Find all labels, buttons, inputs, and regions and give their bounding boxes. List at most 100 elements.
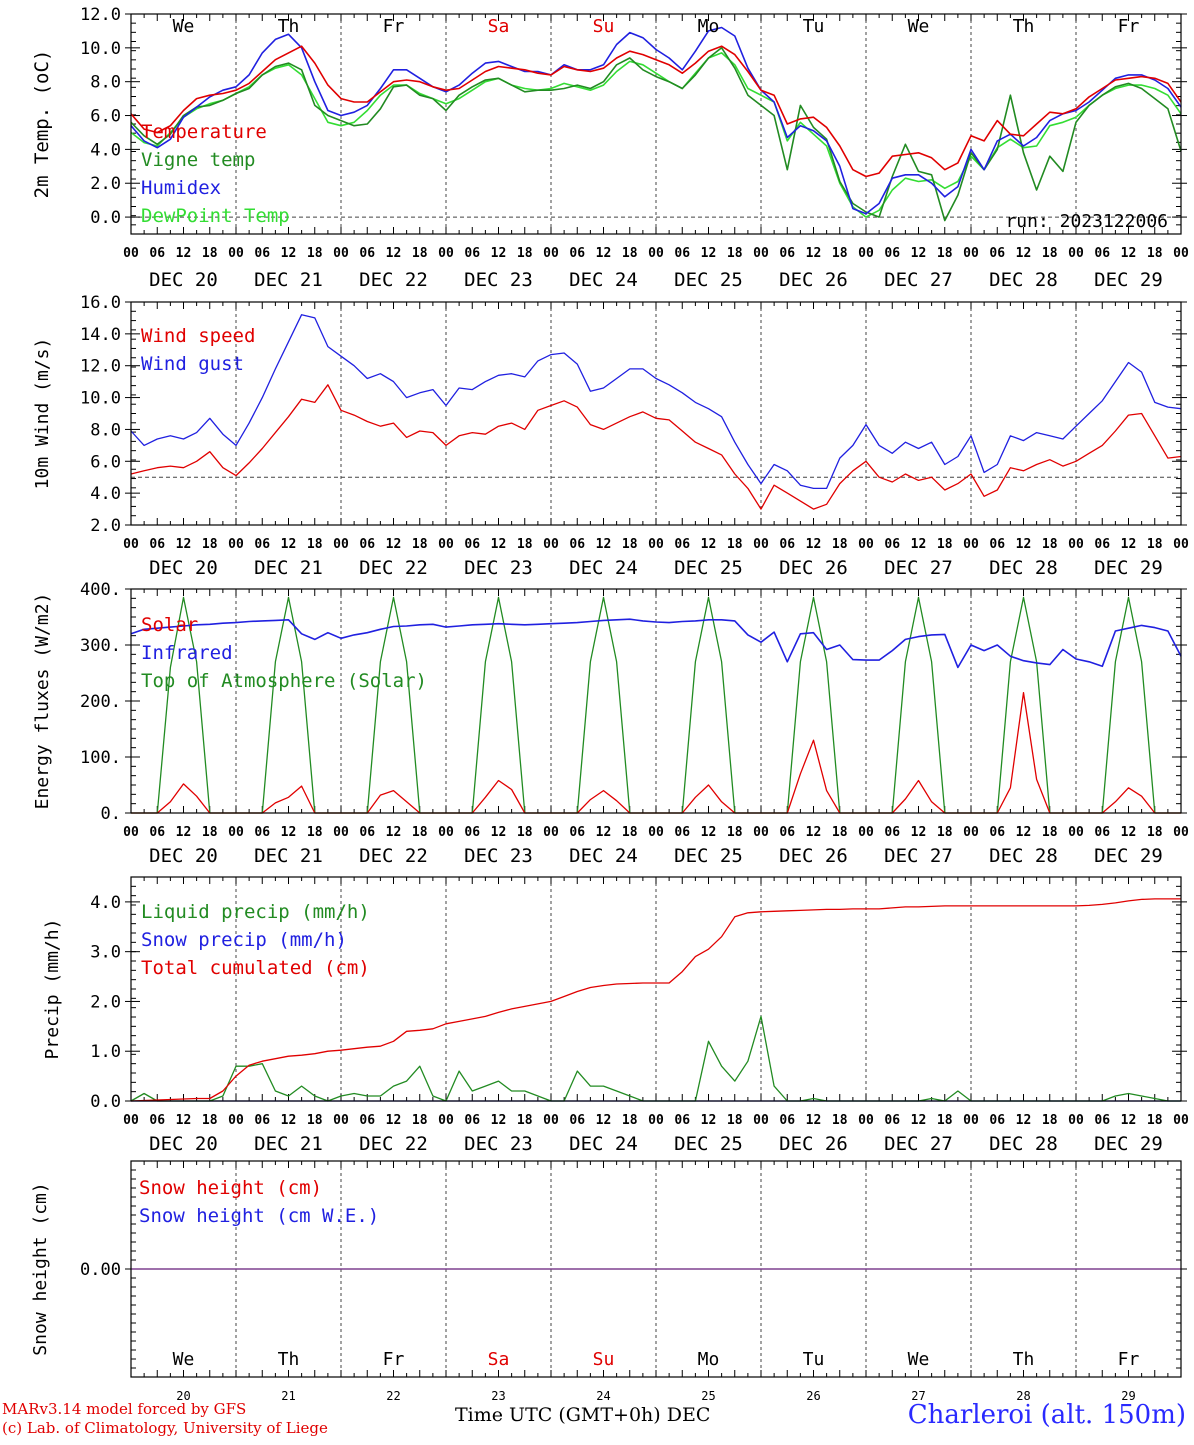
x-hour-label: 18 bbox=[202, 825, 218, 840]
x-hour-label: 06 bbox=[569, 246, 585, 261]
y-axis-title: Precip (mm/h) bbox=[42, 919, 63, 1060]
x-hour-label: 12 bbox=[491, 537, 507, 552]
x-hour-label: 18 bbox=[1042, 825, 1058, 840]
day-number-label: 28 bbox=[1016, 1389, 1030, 1403]
x-hour-label: 06 bbox=[464, 537, 480, 552]
y-tick-label: 0. bbox=[101, 804, 121, 824]
tick-marks bbox=[130, 301, 1182, 526]
chart-panel-2: 2.0 4.0 6.0 8.0 10.0 12.0 14.0 16.0 10m Wind (m/… bbox=[32, 293, 1189, 579]
x-hour-label: 06 bbox=[359, 825, 375, 840]
x-hour-label: 00 bbox=[963, 825, 979, 840]
x-hour-label: 18 bbox=[937, 1113, 953, 1128]
x-date-label: DEC 20 bbox=[149, 557, 218, 579]
x-hour-label: 18 bbox=[1042, 1113, 1058, 1128]
x-hour-label: 00 bbox=[123, 1113, 139, 1128]
x-hour-label: 00 bbox=[1173, 825, 1189, 840]
location-title: Charleroi (alt. 150m) bbox=[907, 1400, 1186, 1430]
series-line bbox=[130, 384, 1182, 510]
y-tick-label: 100. bbox=[80, 748, 121, 768]
day-number-label: 20 bbox=[176, 1389, 190, 1403]
weekday-label: Th bbox=[278, 1349, 300, 1370]
x-hour-label: 00 bbox=[543, 537, 559, 552]
x-date-label: DEC 24 bbox=[569, 1133, 638, 1155]
x-date-label: DEC 22 bbox=[359, 269, 428, 291]
x-hour-label: 00 bbox=[648, 825, 664, 840]
x-axis-month: DEC bbox=[666, 1404, 711, 1426]
x-date-label: DEC 27 bbox=[884, 845, 953, 867]
x-hour-label: 00 bbox=[123, 537, 139, 552]
x-date-label: DEC 21 bbox=[254, 845, 323, 867]
x-hour-label: 06 bbox=[884, 537, 900, 552]
series-line bbox=[130, 898, 1181, 1102]
x-date-label: DEC 29 bbox=[1094, 845, 1163, 867]
x-date-label: DEC 22 bbox=[359, 557, 428, 579]
x-hour-label: 00 bbox=[858, 1113, 874, 1128]
y-tick-label: 3.0 bbox=[90, 943, 121, 963]
x-hour-label: 00 bbox=[438, 825, 454, 840]
x-hour-label: 18 bbox=[412, 246, 428, 261]
x-hour-label: 00 bbox=[438, 1113, 454, 1128]
x-hour-label: 12 bbox=[1121, 1113, 1137, 1128]
x-hour-label: 18 bbox=[412, 1113, 428, 1128]
y-axis-title: Energy fluxes (W/m2) bbox=[32, 593, 53, 810]
x-date-label: DEC 20 bbox=[149, 269, 218, 291]
x-date-label: DEC 26 bbox=[779, 845, 848, 867]
x-hour-label: 12 bbox=[281, 537, 297, 552]
series-line bbox=[130, 26, 1182, 215]
panel-frame bbox=[130, 588, 1182, 814]
x-hour-label: 06 bbox=[674, 246, 690, 261]
x-hour-label: 12 bbox=[491, 1113, 507, 1128]
y-tick-label: 200. bbox=[80, 692, 121, 712]
x-hour-label: 06 bbox=[1094, 537, 1110, 552]
x-hour-label: 00 bbox=[1068, 537, 1084, 552]
x-hour-label: 18 bbox=[307, 246, 323, 261]
weekday-label: Sa bbox=[488, 1349, 510, 1370]
x-date-label: DEC 22 bbox=[359, 1133, 428, 1155]
x-hour-label: 00 bbox=[333, 1113, 349, 1128]
x-hour-label: 12 bbox=[281, 246, 297, 261]
legend-entry: Top of Atmosphere (Solar) bbox=[141, 670, 427, 692]
x-hour-label: 18 bbox=[1042, 537, 1058, 552]
series-line bbox=[130, 45, 1182, 178]
x-hour-label: 06 bbox=[1094, 1113, 1110, 1128]
day-number-label: 22 bbox=[386, 1389, 400, 1403]
x-hour-label: 12 bbox=[596, 1113, 612, 1128]
day-number-label: 24 bbox=[596, 1389, 610, 1403]
x-date-label: DEC 21 bbox=[254, 557, 323, 579]
x-hour-label: 00 bbox=[858, 537, 874, 552]
x-hour-label: 00 bbox=[1068, 1113, 1084, 1128]
x-date-label: DEC 29 bbox=[1094, 269, 1163, 291]
x-hour-label: 12 bbox=[806, 1113, 822, 1128]
series-line bbox=[130, 46, 1182, 222]
x-hour-label: 12 bbox=[911, 537, 927, 552]
x-hour-label: 12 bbox=[176, 1113, 192, 1128]
x-hour-label: 12 bbox=[1121, 246, 1137, 261]
x-hour-label: 06 bbox=[254, 825, 270, 840]
x-hour-label: 18 bbox=[517, 537, 533, 552]
x-hour-label: 12 bbox=[596, 246, 612, 261]
x-date-label: DEC 23 bbox=[464, 557, 533, 579]
x-hour-label: 12 bbox=[386, 825, 402, 840]
x-hour-label: 06 bbox=[254, 537, 270, 552]
x-date-label: DEC 27 bbox=[884, 557, 953, 579]
x-hour-label: 12 bbox=[806, 825, 822, 840]
lab-credit: (c) Lab. of Climatology, University of L… bbox=[2, 1419, 328, 1437]
weekday-label: Mo bbox=[698, 16, 720, 37]
x-date-label: DEC 22 bbox=[359, 845, 428, 867]
x-hour-label: 18 bbox=[202, 1113, 218, 1128]
x-hour-label: 06 bbox=[884, 1113, 900, 1128]
x-date-label: DEC 24 bbox=[569, 845, 638, 867]
x-date-label: DEC 27 bbox=[884, 269, 953, 291]
chart-panel-4: 0.0 1.0 2.0 3.0 4.0 Precip (mm/h) Liquid preci… bbox=[42, 876, 1189, 1155]
y-tick-label: 2.0 bbox=[90, 516, 121, 536]
y-tick-label: 12.0 bbox=[80, 357, 121, 377]
x-hour-label: 06 bbox=[149, 537, 165, 552]
x-hour-label: 18 bbox=[1042, 246, 1058, 261]
x-hour-label: 00 bbox=[753, 246, 769, 261]
legend-entry: Snow height (cm W.E.) bbox=[139, 1205, 379, 1227]
x-axis-title-text: Time UTC (GMT+0h) bbox=[455, 1404, 661, 1426]
x-hour-label: 18 bbox=[202, 537, 218, 552]
x-hour-label: 18 bbox=[412, 537, 428, 552]
x-date-label: DEC 25 bbox=[674, 269, 743, 291]
